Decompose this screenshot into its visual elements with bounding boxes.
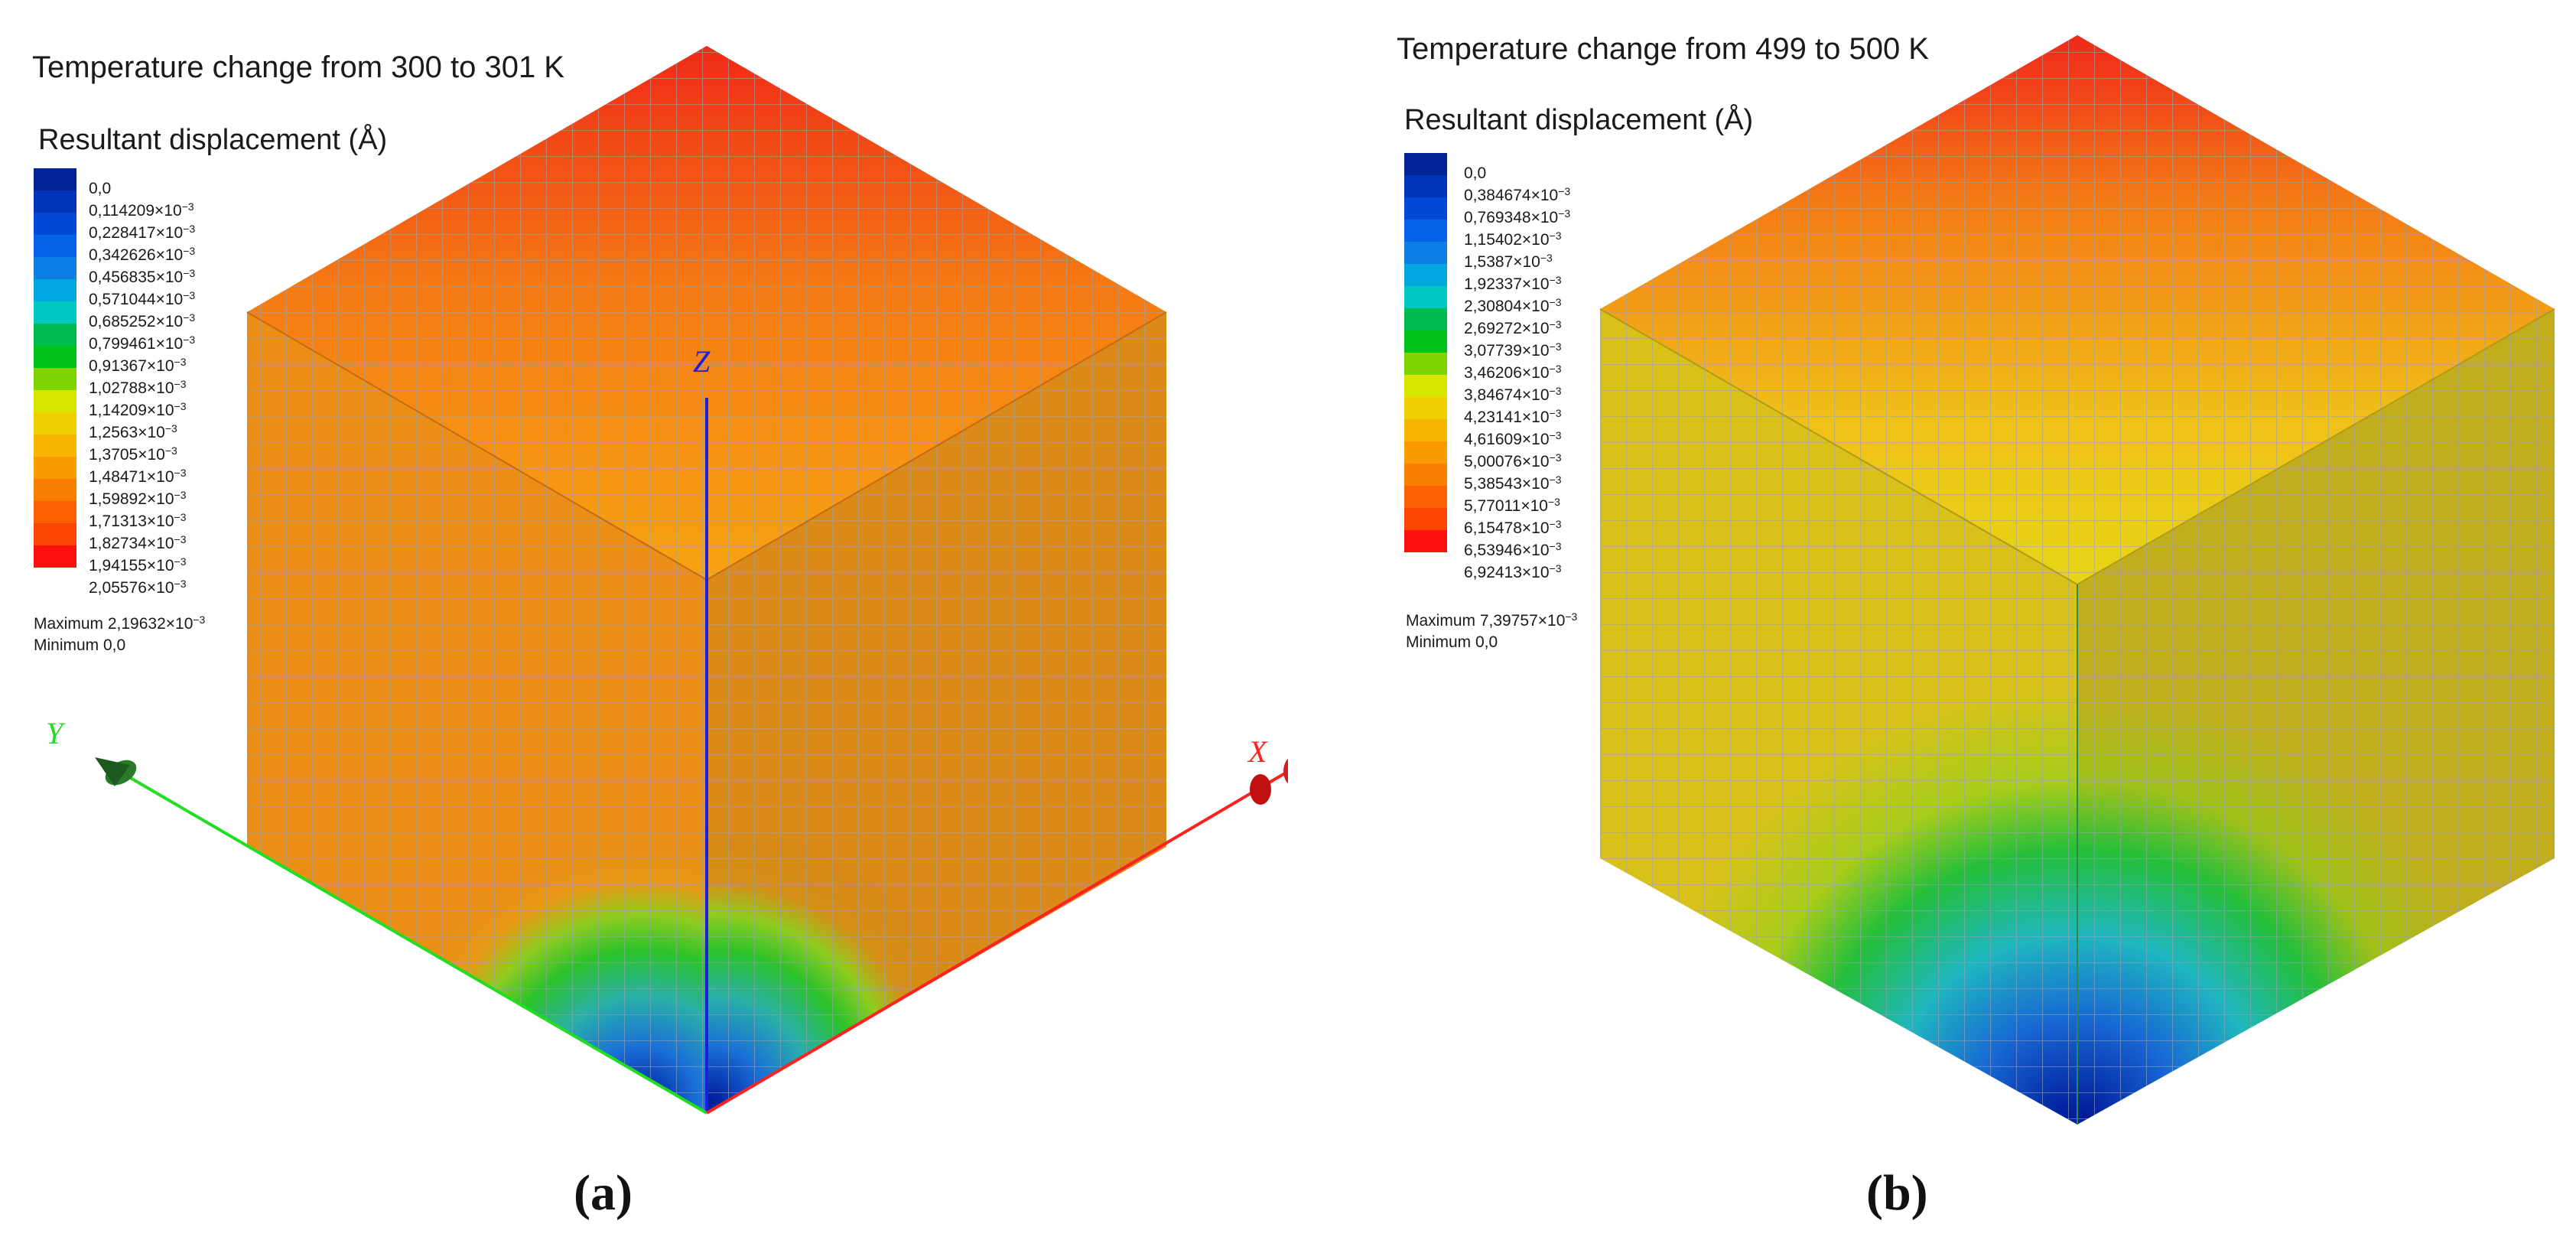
x-axis-arrow-icon xyxy=(1250,758,1288,805)
panel-b: Temperature change from 499 to 500 K Res… xyxy=(1288,0,2576,1253)
legend-swatch xyxy=(1404,508,1447,530)
legend-label: 2,30804×10−3 xyxy=(1464,296,1562,315)
legend-minimum: Minimum 0,0 xyxy=(1406,633,1498,651)
legend-label: 1,71313×10−3 xyxy=(89,511,187,530)
legend-maximum: Maximum 2,19632×10−3 xyxy=(34,613,206,633)
panel-caption: (b) xyxy=(1866,1165,1928,1221)
x-axis-label: X xyxy=(1247,734,1268,769)
legend-label: 0,342626×10−3 xyxy=(89,245,196,264)
legend-label: 6,53946×10−3 xyxy=(1464,540,1562,559)
legend-label: 1,5387×10−3 xyxy=(1464,252,1553,271)
panel-title: Temperature change from 499 to 500 K xyxy=(1397,32,1929,66)
legend-swatch xyxy=(1404,308,1447,330)
legend-swatch xyxy=(1404,530,1447,552)
cube-render-b xyxy=(1599,35,2555,1124)
panel-title: Temperature change from 300 to 301 K xyxy=(32,50,564,84)
legend-swatch xyxy=(34,324,76,346)
legend-label: 0,571044×10−3 xyxy=(89,289,196,308)
legend-swatch xyxy=(1404,264,1447,286)
legend-label: 2,69272×10−3 xyxy=(1464,318,1562,337)
legend-swatch xyxy=(1404,419,1447,441)
legend-label: 0,0 xyxy=(1464,164,1487,182)
legend-swatch xyxy=(1404,242,1447,264)
legend-swatch xyxy=(34,412,76,434)
legend-swatch xyxy=(1404,441,1447,464)
legend-minimum: Minimum 0,0 xyxy=(34,636,126,654)
x-axis-line xyxy=(705,770,1288,1115)
legend-label: 5,38543×10−3 xyxy=(1464,474,1562,493)
legend-swatch xyxy=(34,301,76,324)
legend-label: 0,91367×10−3 xyxy=(89,356,187,375)
legend-swatch xyxy=(34,457,76,479)
z-axis-label: Z xyxy=(693,344,711,379)
y-axis-line xyxy=(113,767,708,1115)
legend-label: 0,228417×10−3 xyxy=(89,223,196,242)
legend-label: 1,59892×10−3 xyxy=(89,489,187,508)
legend-colorbar xyxy=(34,168,76,568)
legend-colorbar xyxy=(1404,153,1447,552)
legend-label: 4,23141×10−3 xyxy=(1464,407,1562,426)
legend-swatch xyxy=(34,279,76,301)
legend-swatch xyxy=(34,257,76,279)
legend-label: 3,84674×10−3 xyxy=(1464,385,1562,404)
legend-label: 3,07739×10−3 xyxy=(1464,340,1562,360)
legend-swatch xyxy=(1404,197,1447,220)
legend-swatch xyxy=(34,479,76,501)
legend-swatch xyxy=(1404,375,1447,397)
legend-swatch xyxy=(34,434,76,457)
legend-swatch xyxy=(1404,486,1447,508)
legend-label: 1,14209×10−3 xyxy=(89,400,187,419)
legend-swatch xyxy=(1404,153,1447,175)
legend-swatch xyxy=(1404,464,1447,486)
legend-label: 1,94155×10−3 xyxy=(89,555,187,574)
legend-labels: 0,0 0,114209×10−3 0,228417×10−3 0,342626×10… xyxy=(89,177,195,599)
legend-swatch xyxy=(1404,330,1447,353)
legend-swatch xyxy=(34,235,76,257)
legend-label: 1,82734×10−3 xyxy=(89,533,187,552)
panel-caption: (a) xyxy=(574,1165,633,1221)
legend-label: 0,384674×10−3 xyxy=(1464,185,1571,204)
legend-swatch xyxy=(34,168,76,190)
legend-label: 2,05576×10−3 xyxy=(89,578,187,597)
legend-label: 5,00076×10−3 xyxy=(1464,451,1562,470)
legend-title: Resultant displacement (Å) xyxy=(38,124,388,156)
y-axis-label: Y xyxy=(46,716,66,750)
legend-label: 0,114209×10−3 xyxy=(89,200,194,220)
legend-label: 0,456835×10−3 xyxy=(89,267,196,286)
legend-label: 0,799461×10−3 xyxy=(89,334,196,353)
legend-label: 0,769348×10−3 xyxy=(1464,207,1571,226)
legend-swatch xyxy=(34,213,76,235)
legend-label: 1,3705×10−3 xyxy=(89,444,177,464)
legend-label: 1,48471×10−3 xyxy=(89,467,187,486)
legend-swatch xyxy=(34,368,76,390)
legend-swatch xyxy=(1404,175,1447,197)
legend-label: 6,92413×10−3 xyxy=(1464,562,1562,581)
legend-label: 1,2563×10−3 xyxy=(89,422,177,441)
y-axis-arrow-icon xyxy=(95,757,137,786)
legend-swatch xyxy=(1404,286,1447,308)
legend-title: Resultant displacement (Å) xyxy=(1404,104,1754,136)
legend-swatch xyxy=(34,523,76,545)
panel-a: Z Y X Temperature change from 300 to 301… xyxy=(32,46,1288,1221)
legend-swatch xyxy=(34,390,76,412)
legend-label: 1,02788×10−3 xyxy=(89,378,187,397)
legend-swatch xyxy=(34,501,76,523)
legend-swatch xyxy=(1404,353,1447,375)
legend-swatch xyxy=(1404,220,1447,242)
legend-label: 4,61609×10−3 xyxy=(1464,429,1562,448)
legend-label: 1,15402×10−3 xyxy=(1464,229,1562,249)
legend-swatch xyxy=(1404,397,1447,419)
legend-maximum: Maximum 7,39757×10−3 xyxy=(1406,610,1578,630)
legend-swatch xyxy=(34,545,76,568)
legend-label: 5,77011×10−3 xyxy=(1464,496,1560,515)
cube-render-a: Z Y X xyxy=(46,46,1288,1115)
legend-label: 1,92337×10−3 xyxy=(1464,274,1562,293)
legend-swatch xyxy=(34,346,76,368)
legend-label: 0,685252×10−3 xyxy=(89,311,196,330)
legend-label: 0,0 xyxy=(89,180,112,197)
legend-label: 3,46206×10−3 xyxy=(1464,363,1562,382)
legend-swatch xyxy=(34,190,76,213)
legend-labels: 0,0 0,384674×10−3 0,769348×10−3 1,15402×10−… xyxy=(1464,162,1570,584)
legend-label: 6,15478×10−3 xyxy=(1464,518,1562,537)
